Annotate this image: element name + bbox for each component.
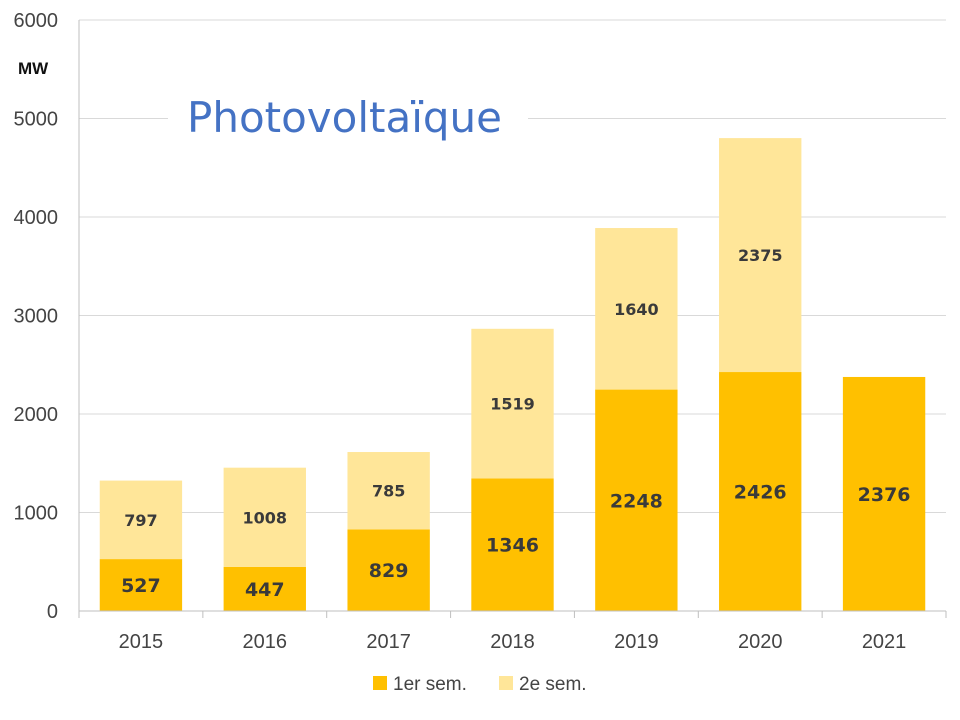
bar-segment-first-semester (347, 529, 430, 611)
bar-segment-second-semester (99, 480, 183, 560)
bar-segment-second-semester (471, 328, 554, 479)
bar-segment-second-semester (347, 452, 430, 530)
x-tick-label: 2020 (738, 631, 783, 653)
x-axis: 2015 2016 2017 2018 2019 2020 2021 (78, 610, 947, 653)
x-tick-label: 2015 (119, 631, 164, 653)
data-label: 1346 (486, 535, 539, 557)
y-tick-label: 2000 (14, 404, 59, 426)
chart-title: Photovoltaïque (187, 93, 502, 142)
x-tick-label: 2017 (366, 631, 411, 653)
legend-swatch (373, 676, 387, 690)
data-label: 1640 (614, 300, 659, 319)
y-tick-label: 4000 (14, 207, 59, 229)
legend: 1er sem. 2e sem. (373, 674, 587, 695)
data-label: 829 (369, 560, 409, 582)
bar-segment-first-semester (595, 389, 678, 611)
bar-segment-first-semester (842, 376, 926, 611)
x-tick-label: 2018 (490, 631, 535, 653)
bars (99, 138, 926, 611)
y-axis: 0 1000 2000 3000 4000 5000 6000 (14, 10, 80, 623)
bar-segment-second-semester (223, 467, 306, 567)
x-tick-label: 2016 (243, 631, 288, 653)
data-label: 785 (372, 482, 405, 501)
data-label: 2426 (734, 482, 787, 504)
data-label: 2375 (738, 246, 783, 265)
chart-title-group: Photovoltaïque (168, 86, 528, 148)
data-label: 1008 (243, 508, 288, 527)
y-tick-label: 0 (47, 601, 58, 623)
bar-segment-first-semester (223, 566, 306, 611)
y-tick-label: 3000 (14, 306, 59, 328)
data-labels: 527 797 447 1008 829 785 1346 1519 2248 1640 2426 2… (121, 246, 910, 601)
data-label: 797 (124, 511, 157, 530)
data-label: 527 (121, 575, 161, 597)
y-axis-unit-label: MW (18, 59, 49, 78)
bar-segment-first-semester (99, 559, 183, 611)
y-tick-label: 6000 (14, 10, 59, 32)
data-label: 2376 (858, 484, 911, 506)
legend-label: 2e sem. (519, 674, 587, 695)
data-label: 447 (245, 579, 285, 601)
data-label: 1519 (490, 395, 535, 414)
chart-title-background (168, 86, 528, 148)
data-label: 2248 (610, 490, 663, 512)
y-tick-label: 1000 (14, 503, 59, 525)
x-tick-label: 2021 (862, 631, 907, 653)
bar-segment-first-semester (471, 478, 554, 611)
x-tick-label: 2019 (614, 631, 659, 653)
bar-segment-first-semester (719, 372, 802, 611)
y-tick-label: 5000 (14, 109, 59, 131)
legend-label: 1er sem. (393, 674, 467, 695)
bar-segment-second-semester (595, 228, 678, 390)
bar-segment-second-semester (719, 138, 802, 373)
legend-swatch (499, 676, 513, 690)
